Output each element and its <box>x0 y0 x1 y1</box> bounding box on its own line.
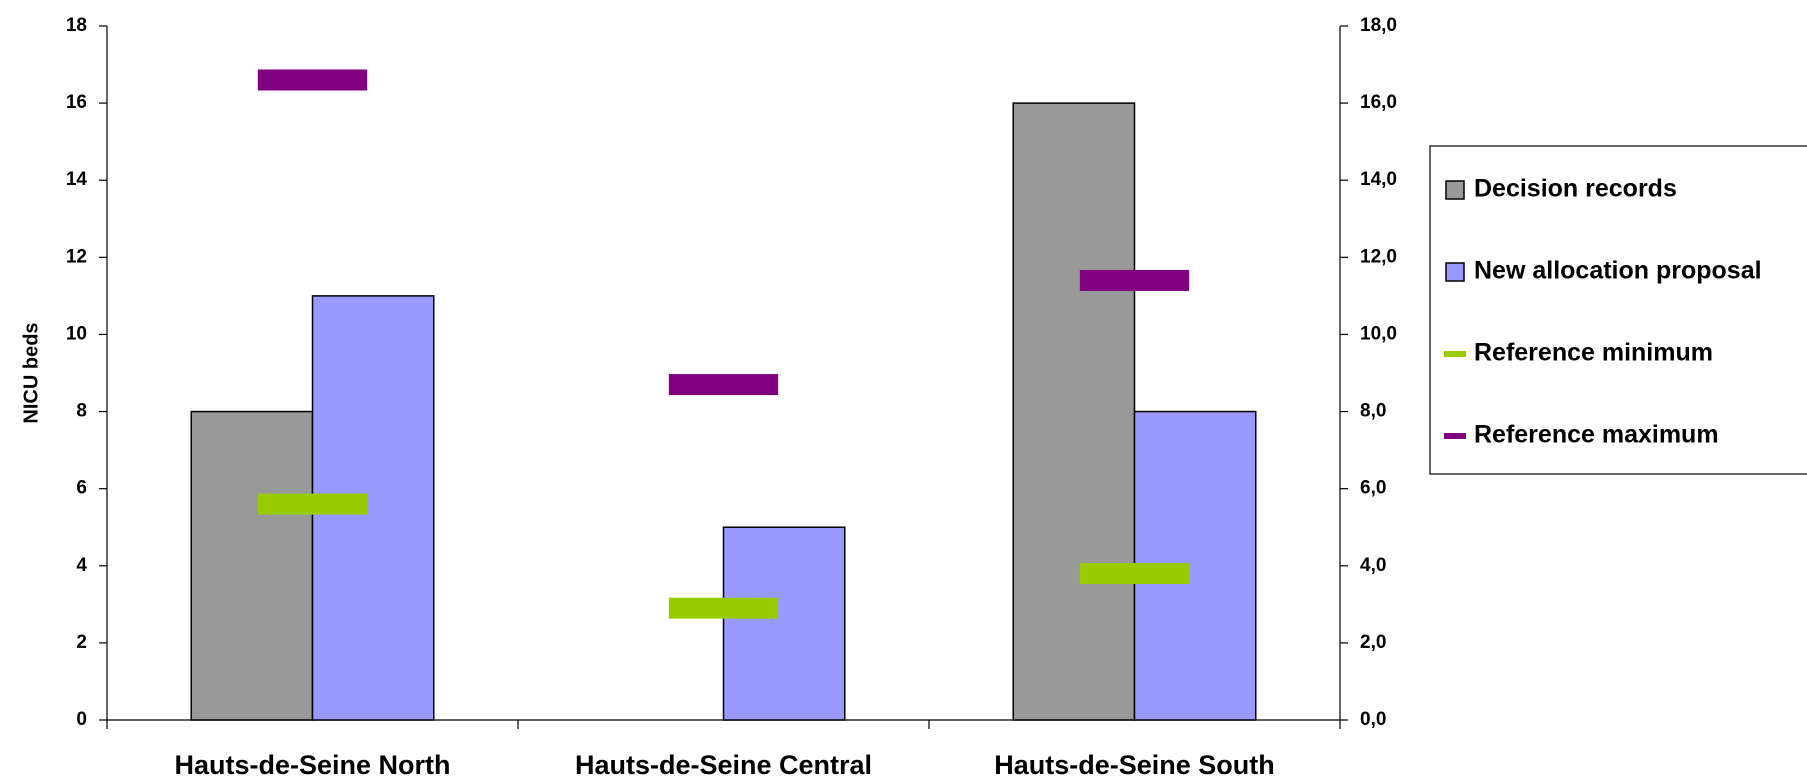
y2-tick-label: 12,0 <box>1360 246 1397 267</box>
y2-tick-label: 16,0 <box>1360 92 1397 113</box>
legend-label: New allocation proposal <box>1474 257 1762 285</box>
y2-tick-label: 18,0 <box>1360 15 1397 36</box>
y-tick-label: 0 <box>76 709 87 730</box>
bar <box>1012 102 1136 721</box>
marker <box>1079 562 1190 584</box>
y-tick-label: 12 <box>66 246 87 267</box>
bar <box>722 526 846 721</box>
legend-label: Decision records <box>1474 175 1677 203</box>
y-tick-label: 6 <box>76 478 87 499</box>
legend-swatch <box>1444 433 1466 439</box>
legend-swatch <box>1445 262 1465 282</box>
y2-tick-label: 10,0 <box>1360 323 1397 344</box>
marker <box>668 374 779 396</box>
marker <box>257 493 368 515</box>
bar <box>190 410 314 721</box>
y-tick-label: 8 <box>76 401 87 422</box>
marker <box>257 69 368 91</box>
legend-swatch <box>1445 180 1465 200</box>
y-tick-label: 18 <box>66 15 87 36</box>
y2-tick-label: 4,0 <box>1360 555 1386 576</box>
y-tick-label: 4 <box>76 555 87 576</box>
legend-box <box>1429 145 1807 475</box>
y2-tick-label: 8,0 <box>1360 401 1386 422</box>
y2-tick-label: 6,0 <box>1360 478 1386 499</box>
y2-tick-label: 2,0 <box>1360 632 1386 653</box>
marker <box>668 597 779 619</box>
y-tick-label: 16 <box>66 92 87 113</box>
y2-tick-label: 14,0 <box>1360 169 1397 190</box>
legend-swatch <box>1444 351 1466 357</box>
legend-label: Reference minimum <box>1474 339 1713 367</box>
x-tick-label: Hauts-de-Seine South <box>994 750 1275 780</box>
y-tick-label: 2 <box>76 632 87 653</box>
y2-tick-label: 0,0 <box>1360 709 1386 730</box>
y-axis-label: NICU beds <box>20 322 42 423</box>
x-tick-label: Hauts-de-Seine Central <box>575 750 872 780</box>
x-tick-label: Hauts-de-Seine North <box>174 750 450 780</box>
y-tick-label: 14 <box>66 169 88 190</box>
marker <box>1079 269 1190 291</box>
legend-label: Reference maximum <box>1474 421 1719 449</box>
y-tick-label: 10 <box>66 323 87 344</box>
